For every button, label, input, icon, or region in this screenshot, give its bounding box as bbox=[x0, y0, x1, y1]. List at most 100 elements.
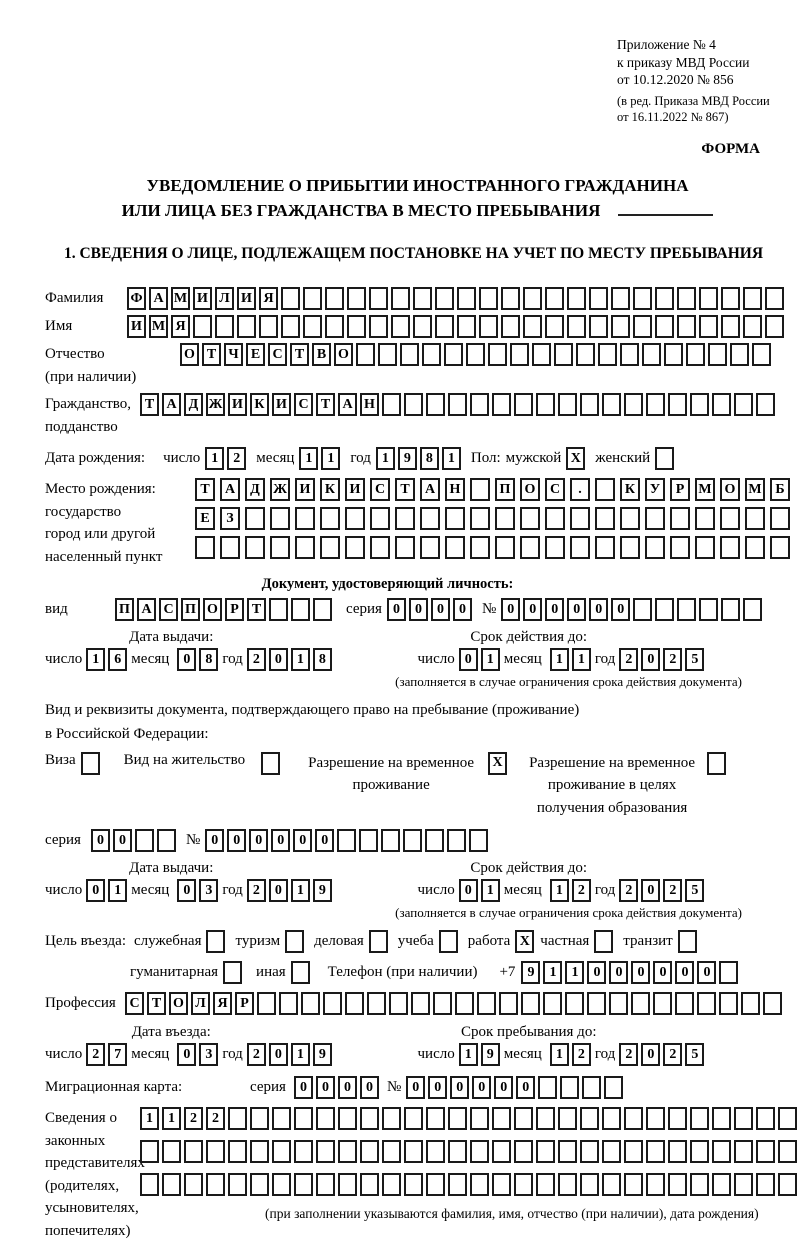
char-cell[interactable] bbox=[631, 992, 650, 1016]
char-cell[interactable]: Т bbox=[290, 343, 309, 367]
char-cell[interactable]: 0 bbox=[587, 961, 607, 985]
char-cell[interactable] bbox=[295, 536, 315, 560]
char-cell[interactable] bbox=[538, 1076, 558, 1100]
char-cell[interactable]: 2 bbox=[619, 879, 639, 903]
char-cell[interactable]: 0 bbox=[611, 598, 631, 622]
char-cell[interactable]: . bbox=[570, 478, 590, 502]
char-cell[interactable]: А bbox=[420, 478, 440, 502]
char-cell[interactable]: 0 bbox=[268, 1043, 288, 1067]
char-cell[interactable]: 1 bbox=[549, 1043, 569, 1067]
char-cell[interactable] bbox=[778, 1140, 797, 1164]
char-cell[interactable]: 2 bbox=[571, 1043, 591, 1067]
char-cell[interactable] bbox=[391, 315, 410, 339]
char-cell[interactable] bbox=[492, 1140, 511, 1164]
char-cell[interactable]: Я bbox=[213, 992, 232, 1016]
char-cell[interactable]: Т bbox=[395, 478, 415, 502]
char-cell[interactable] bbox=[646, 393, 665, 417]
char-cell[interactable] bbox=[413, 315, 432, 339]
char-cell[interactable] bbox=[752, 343, 771, 367]
char-cell[interactable] bbox=[270, 507, 290, 531]
char-cell[interactable] bbox=[269, 598, 288, 622]
char-cell[interactable] bbox=[664, 343, 683, 367]
purpose-official-checkbox[interactable] bbox=[206, 930, 226, 954]
char-cell[interactable]: К bbox=[620, 478, 640, 502]
char-cell[interactable] bbox=[721, 287, 740, 311]
char-cell[interactable]: 0 bbox=[315, 829, 335, 853]
char-cell[interactable]: Р bbox=[225, 598, 244, 622]
char-cell[interactable] bbox=[675, 992, 694, 1016]
char-cell[interactable]: А bbox=[162, 393, 181, 417]
char-cell[interactable] bbox=[712, 1107, 731, 1131]
char-cell[interactable] bbox=[313, 598, 332, 622]
char-cell[interactable] bbox=[420, 536, 440, 560]
char-cell[interactable] bbox=[536, 1173, 555, 1197]
char-cell[interactable] bbox=[162, 1140, 181, 1164]
char-cell[interactable]: 0 bbox=[406, 1076, 426, 1100]
char-cell[interactable]: Ж bbox=[270, 478, 290, 502]
char-cell[interactable] bbox=[245, 507, 265, 531]
purpose-work-checkbox[interactable]: X bbox=[515, 930, 535, 954]
char-cell[interactable] bbox=[470, 478, 490, 502]
purpose-business-checkbox[interactable] bbox=[368, 930, 388, 954]
char-cell[interactable]: М bbox=[695, 478, 715, 502]
char-cell[interactable]: 1 bbox=[549, 879, 569, 903]
char-cell[interactable] bbox=[501, 287, 520, 311]
char-cell[interactable]: 0 bbox=[472, 1076, 492, 1100]
char-cell[interactable] bbox=[134, 829, 154, 853]
char-cell[interactable] bbox=[624, 1173, 643, 1197]
char-cell[interactable]: А bbox=[149, 287, 168, 311]
char-cell[interactable]: 0 bbox=[567, 598, 587, 622]
char-cell[interactable]: 5 bbox=[685, 1043, 705, 1067]
char-cell[interactable]: А bbox=[137, 598, 156, 622]
char-cell[interactable] bbox=[743, 598, 763, 622]
char-cell[interactable] bbox=[184, 1173, 203, 1197]
representatives-cells-row2[interactable] bbox=[140, 1140, 797, 1164]
char-cell[interactable] bbox=[325, 287, 344, 311]
char-cell[interactable]: 0 bbox=[501, 598, 521, 622]
char-cell[interactable] bbox=[620, 536, 640, 560]
char-cell[interactable] bbox=[435, 315, 454, 339]
char-cell[interactable] bbox=[445, 507, 465, 531]
char-cell[interactable] bbox=[778, 1173, 797, 1197]
representatives-cells-row3[interactable] bbox=[140, 1173, 797, 1197]
char-cell[interactable] bbox=[433, 992, 452, 1016]
char-cell[interactable] bbox=[345, 536, 365, 560]
char-cell[interactable]: Д bbox=[184, 393, 203, 417]
char-cell[interactable] bbox=[347, 287, 366, 311]
char-cell[interactable] bbox=[259, 315, 278, 339]
char-cell[interactable] bbox=[245, 536, 265, 560]
char-cell[interactable] bbox=[602, 1140, 621, 1164]
char-cell[interactable]: В bbox=[312, 343, 331, 367]
char-cell[interactable]: Е bbox=[195, 507, 215, 531]
char-cell[interactable]: 0 bbox=[408, 598, 428, 622]
char-cell[interactable]: 0 bbox=[609, 961, 629, 985]
char-cell[interactable] bbox=[470, 393, 489, 417]
char-cell[interactable]: Л bbox=[191, 992, 210, 1016]
char-cell[interactable] bbox=[403, 829, 423, 853]
char-cell[interactable] bbox=[448, 1140, 467, 1164]
char-cell[interactable]: 2 bbox=[184, 1107, 203, 1131]
char-cell[interactable] bbox=[677, 598, 697, 622]
char-cell[interactable]: И bbox=[237, 287, 256, 311]
char-cell[interactable] bbox=[470, 536, 490, 560]
char-cell[interactable]: З bbox=[220, 507, 240, 531]
char-cell[interactable] bbox=[272, 1107, 291, 1131]
char-cell[interactable] bbox=[162, 1173, 181, 1197]
char-cell[interactable]: 9 bbox=[312, 879, 332, 903]
char-cell[interactable] bbox=[294, 1107, 313, 1131]
char-cell[interactable]: Т bbox=[140, 393, 159, 417]
char-cell[interactable] bbox=[624, 393, 643, 417]
char-cell[interactable] bbox=[668, 1107, 687, 1131]
char-cell[interactable]: Н bbox=[360, 393, 379, 417]
char-cell[interactable] bbox=[294, 1173, 313, 1197]
char-cell[interactable] bbox=[338, 1173, 357, 1197]
char-cell[interactable]: 1 bbox=[565, 961, 585, 985]
char-cell[interactable] bbox=[554, 343, 573, 367]
